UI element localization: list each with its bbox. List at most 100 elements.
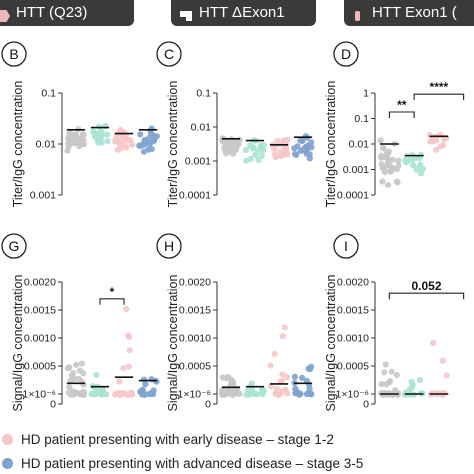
data-point [67,377,74,385]
y-tick-label: 0.01 [36,139,57,151]
data-point [432,136,439,144]
data-point [439,357,446,364]
y-tick-label: 0.001 [343,164,369,176]
protein-fragment-icon [352,6,366,21]
significance-label: **** [430,80,449,94]
data-point [308,363,315,370]
y-axis-label: Titer/IgG concentration [11,81,25,208]
data-point [306,151,313,158]
data-point [76,390,83,397]
data-point [259,391,266,398]
data-point [145,134,153,142]
data-point [416,155,423,162]
panel-letter: H [164,238,174,254]
data-point [230,381,237,388]
data-point [93,371,100,379]
y-tick-label: 0.0010 [179,333,211,345]
data-point [104,138,111,145]
y-axis-label: Signal/IgG concentration [324,275,338,412]
data-point [382,361,389,368]
tab-htt-delta-exon1: HTT ΔExon1 [171,0,316,26]
data-point [242,146,250,154]
data-point [140,148,148,155]
data-point [225,373,232,381]
data-point [137,142,144,150]
data-point [98,391,105,398]
data-point [139,386,146,393]
data-point [111,138,119,145]
data-point [379,165,386,172]
y-tick-label: 0.0010 [24,333,56,345]
data-point [282,387,289,394]
data-point [80,381,87,388]
data-point [243,157,250,164]
panel-d: D Titer/IgG concentration 1 0.1 0.01 0.001 0.0… [324,41,465,208]
y-tick-label: 0.1 [196,88,211,100]
data-point [103,391,110,398]
significance-bracket [388,292,465,300]
data-point [270,144,277,151]
data-point [119,138,127,145]
tab-label: HTT (Q23) [16,4,88,21]
data-point [296,391,303,398]
panel-c: C Titer/IgG concentration 0.1 0.01 0.001 0.00… [156,41,315,207]
y-tick-label: 0.001 [30,190,56,202]
data-point [70,369,77,377]
data-point [437,143,445,150]
legend-label: HD patient presenting with advanced dise… [21,456,364,471]
data-point [219,138,227,145]
data-point [260,142,267,149]
data-point [377,137,384,144]
data-point [73,361,80,368]
protein-fragment-icon [179,6,193,21]
data-point [277,378,284,385]
data-point [235,390,242,397]
data-point [279,371,286,378]
y-tick-label: 0 [50,399,56,411]
data-point [379,144,387,152]
data-point [137,131,144,138]
data-point [252,390,259,398]
y-axis-label: Signal/IgG concentration [166,275,180,412]
data-point [416,163,423,170]
data-point [306,385,313,392]
data-point [379,154,387,161]
data-point [379,178,386,185]
legend-marker [2,434,13,445]
data-point [395,162,402,169]
data-point [274,137,281,144]
y-tick-label: 0.0020 [24,277,56,289]
data-point [393,178,401,185]
data-point [443,372,450,379]
data-point [64,365,72,372]
data-point [95,123,103,130]
data-point [258,152,265,159]
data-point [98,386,105,393]
y-tick-label: 0.0005 [24,361,56,373]
y-tick-label: 0 [363,399,369,411]
data-point [304,390,311,397]
y-tick-label: 0.0005 [179,361,211,373]
data-point [433,146,440,153]
protein-construct-tabs: HTT (Q23) HTT ΔExon1 HTT Exon1 ( [0,0,474,30]
data-point [103,131,111,138]
data-point [93,390,100,397]
data-point [291,145,298,152]
y-tick-label: 1×10⁻⁶ [177,389,211,401]
y-tick-label: 0.0020 [179,277,211,289]
panel-letter: B [9,46,18,62]
legend-label: HD patient presenting with early disease… [21,432,334,447]
tab-htt-q23: HTT (Q23) [0,0,134,26]
y-tick-label: 0.0015 [179,305,211,317]
data-point [388,164,396,172]
panel-letter: G [9,238,20,254]
data-point [378,381,385,388]
legend-item-early: HD patient presenting with early disease… [2,432,474,447]
significance-bracket [99,298,125,305]
data-point [141,391,148,398]
significance-label: ** [397,98,407,112]
data-point [222,148,229,155]
data-point [384,149,391,156]
data-point [125,136,132,144]
y-axis-label: Titer/IgG concentration [324,81,338,208]
